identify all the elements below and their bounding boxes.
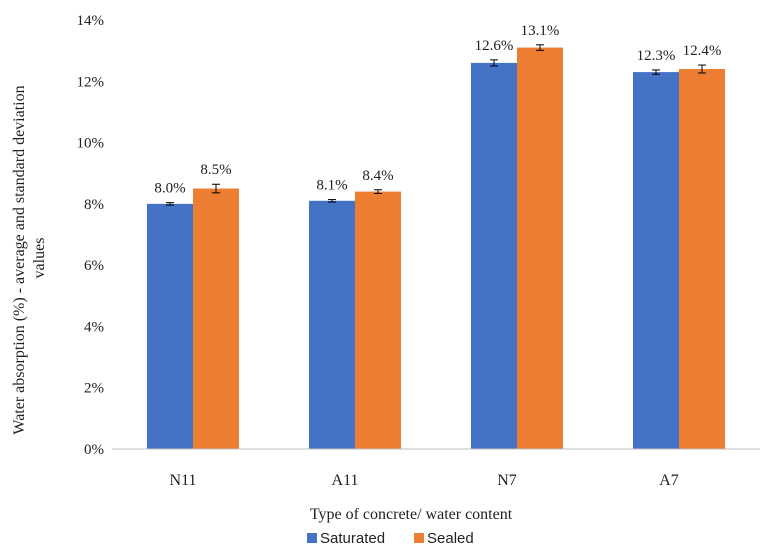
x-category-label: A7 [659, 472, 679, 489]
y-tick-label: 12% [77, 74, 105, 90]
y-tick-label: 0% [84, 442, 104, 458]
bar-sealed-n7 [517, 47, 563, 449]
legend-swatch-saturated [307, 533, 317, 543]
y-tick-label: 10% [77, 136, 105, 152]
bar-saturated-n7 [471, 62, 517, 450]
data-labels: 8.0% 8.1% 12.6% 12.3% 8.5% 8.4% 13.1% 12.4% [154, 23, 721, 197]
error-bars [166, 44, 706, 206]
bar-sealed-a11 [355, 191, 401, 449]
bar-sealed-a7 [679, 69, 725, 450]
bar-saturated-n11 [147, 203, 193, 449]
legend-label-saturated: Saturated [320, 530, 385, 547]
bar-saturated-a11 [309, 200, 355, 449]
bars [147, 47, 725, 450]
legend-label-sealed: Sealed [427, 530, 474, 547]
data-label: 13.1% [521, 23, 560, 39]
x-category-label: N7 [497, 472, 517, 489]
x-axis-categories: N11 A11 N7 A7 [170, 472, 679, 489]
y-tick-label: 6% [84, 258, 104, 274]
data-label: 8.1% [316, 178, 347, 194]
y-axis-title: Water absorption (%) - average and stand… [11, 81, 48, 434]
bar-saturated-a7 [633, 72, 679, 449]
data-label: 8.5% [200, 162, 231, 178]
legend: Saturated Sealed [307, 530, 474, 547]
y-tick-label: 4% [84, 319, 104, 335]
y-tick-label: 14% [77, 13, 105, 29]
y-tick-label: 8% [84, 197, 104, 213]
legend-swatch-sealed [414, 533, 424, 543]
y-axis-title-line-1: Water absorption (%) - average and stand… [11, 85, 28, 434]
x-axis-title: Type of concrete/ water content [310, 506, 513, 523]
y-axis-ticks: 0% 2% 4% 6% 8% 10% 12% 14% [77, 13, 105, 458]
y-axis-title-line-2: values [31, 238, 48, 279]
data-label: 8.4% [362, 168, 393, 184]
x-category-label: N11 [170, 472, 197, 489]
bar-sealed-n11 [193, 188, 239, 450]
data-label: 12.3% [637, 48, 676, 64]
data-label: 12.4% [683, 43, 722, 59]
data-label: 12.6% [475, 38, 514, 54]
x-category-label: A11 [332, 472, 359, 489]
y-tick-label: 2% [84, 381, 104, 397]
data-label: 8.0% [154, 181, 185, 197]
